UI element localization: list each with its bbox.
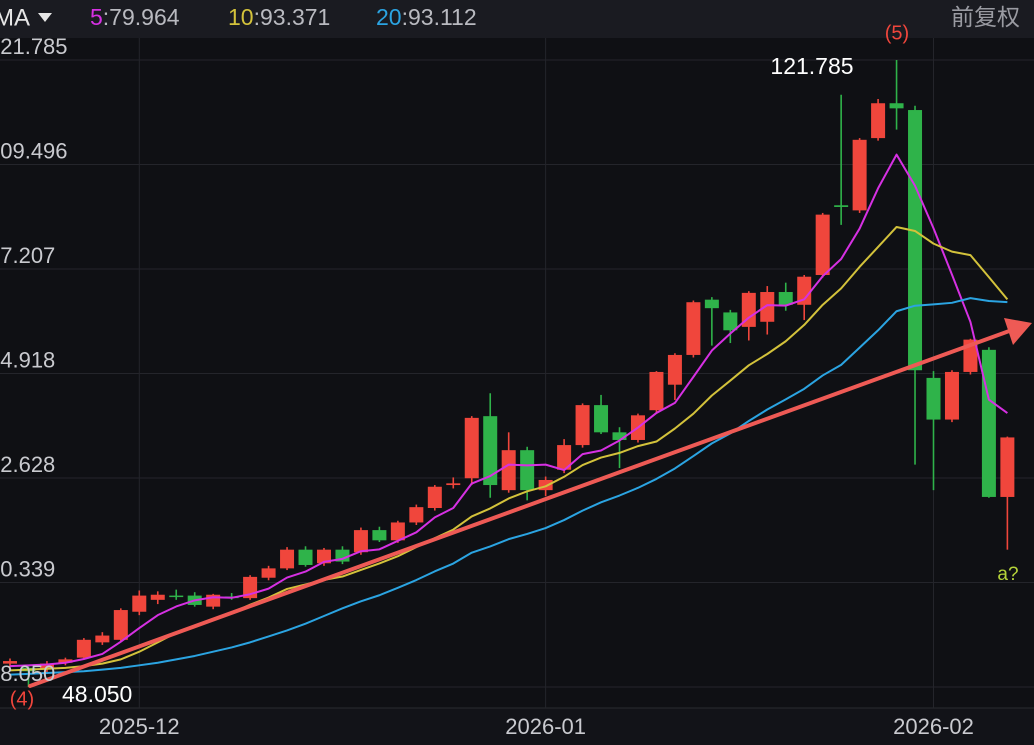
labels: 121.785 109.496 97.207 84.918 72.628 60.339 48… (0, 22, 1019, 739)
candle-body (95, 635, 110, 643)
legend-name: 5 (90, 4, 103, 30)
legend-entry: 20:93.112 (376, 4, 477, 30)
candle-body (594, 405, 609, 433)
ma-line (9, 297, 1008, 676)
candle-body (538, 479, 553, 491)
y-tick-label: 109.496 (0, 138, 68, 163)
candle-body (316, 549, 331, 564)
candle-body (557, 445, 572, 470)
y-tick-label: 60.339 (0, 556, 55, 581)
y-tick-label: 97.207 (0, 243, 55, 268)
y-tick-label: 84.918 (0, 347, 55, 372)
candle-body (908, 110, 923, 371)
candle-body (520, 450, 535, 491)
candle-body (353, 530, 368, 553)
ma-line (9, 153, 1008, 668)
candle-body (797, 276, 812, 305)
candle-body (741, 292, 756, 327)
candle-body (871, 103, 886, 139)
candle-body (446, 483, 461, 486)
y-tick-label: 121.785 (0, 34, 68, 59)
candle-body (335, 549, 350, 562)
candle-body (723, 312, 738, 331)
legend-value: :93.371 (254, 4, 331, 30)
candle-body (150, 594, 165, 600)
candle-body (926, 377, 941, 420)
x-axis-bar (0, 708, 1034, 745)
candle-body (390, 522, 405, 541)
annotation: (4) (10, 688, 34, 710)
annotation: 121.785 (770, 53, 853, 79)
candle-body (649, 371, 664, 411)
candle-body (944, 371, 959, 420)
candle-body (58, 659, 73, 663)
candle-body (981, 349, 996, 497)
candle-body (427, 486, 442, 509)
candle-body (501, 450, 516, 491)
candle-body (667, 354, 682, 385)
y-tick-label: 48.050 (0, 661, 55, 686)
candle-body (169, 595, 184, 598)
trend-arrow (28, 318, 1032, 688)
trend-line (28, 328, 1014, 688)
candle-body (298, 549, 313, 565)
candle-body (409, 507, 424, 523)
candle-body (760, 292, 775, 322)
legend-name: 10 (228, 4, 254, 30)
legend-value: :93.112 (402, 4, 477, 30)
x-tick-label: 2026-02 (893, 714, 974, 739)
legend-name: 20 (376, 4, 402, 30)
candle-body (76, 639, 91, 658)
legend-entry: 5:79.964 (90, 4, 180, 30)
header-bar (0, 0, 1034, 38)
adjustment[interactable]: 前复权 (951, 4, 1020, 30)
legend-entry: 10:93.371 (228, 4, 330, 30)
x-tick-label: 2025-12 (99, 714, 180, 739)
candle-body (1000, 437, 1015, 497)
candle-body (206, 594, 221, 607)
annotation: a? (997, 564, 1018, 585)
candle-body (261, 568, 276, 578)
candle-body (113, 610, 128, 640)
annotation: (5) (885, 22, 909, 44)
annotation: 48.050 (62, 681, 132, 707)
indicator[interactable]: MA (0, 4, 30, 31)
candle-body (3, 661, 17, 664)
candle-body (483, 416, 498, 486)
arrow-head (1004, 318, 1032, 345)
x-tick-label: 2026-01 (505, 714, 586, 739)
candle-body (39, 663, 54, 669)
candle-body (778, 292, 793, 305)
candle-body (852, 139, 867, 211)
legend-value: :79.964 (103, 4, 180, 30)
candle-body (686, 302, 701, 355)
candle-body (815, 214, 830, 276)
candle-body (612, 432, 627, 440)
candle-body (575, 405, 590, 446)
dropdown-icon[interactable] (38, 13, 52, 22)
grid (0, 38, 1034, 708)
candle-body (132, 595, 147, 612)
candle-body (464, 417, 479, 479)
y-tick-label: 72.628 (0, 452, 55, 477)
candle-body (704, 299, 719, 309)
candle-body (372, 530, 387, 541)
candle-body (889, 103, 904, 109)
candle-body (280, 549, 295, 569)
candle-body (834, 205, 849, 207)
